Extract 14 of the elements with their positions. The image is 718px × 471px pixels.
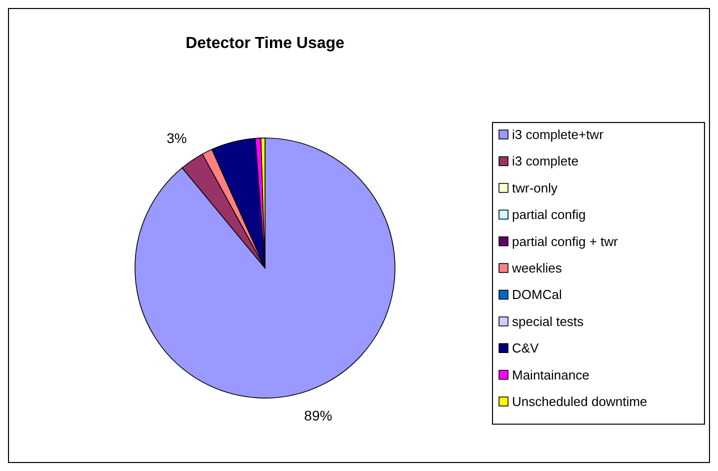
legend-label: DOMCal	[512, 287, 562, 302]
data-label: 3%	[166, 130, 187, 146]
legend-label: C&V	[512, 340, 540, 356]
legend-label: i3 complete	[512, 154, 578, 169]
chart-title: Detector Time Usage	[186, 35, 345, 52]
legend-label: weeklies	[511, 260, 562, 276]
data-label: 89%	[304, 408, 332, 424]
legend-label: partial config + twr	[512, 234, 619, 249]
legend-label: Unscheduled downtime	[512, 394, 648, 409]
legend-label: i3 complete+twr	[512, 127, 604, 142]
legend-label: twr-only	[512, 180, 558, 196]
legend-label: Maintainance	[512, 367, 590, 382]
legend-label: partial config	[512, 207, 586, 222]
legend-label: special tests	[512, 314, 584, 329]
